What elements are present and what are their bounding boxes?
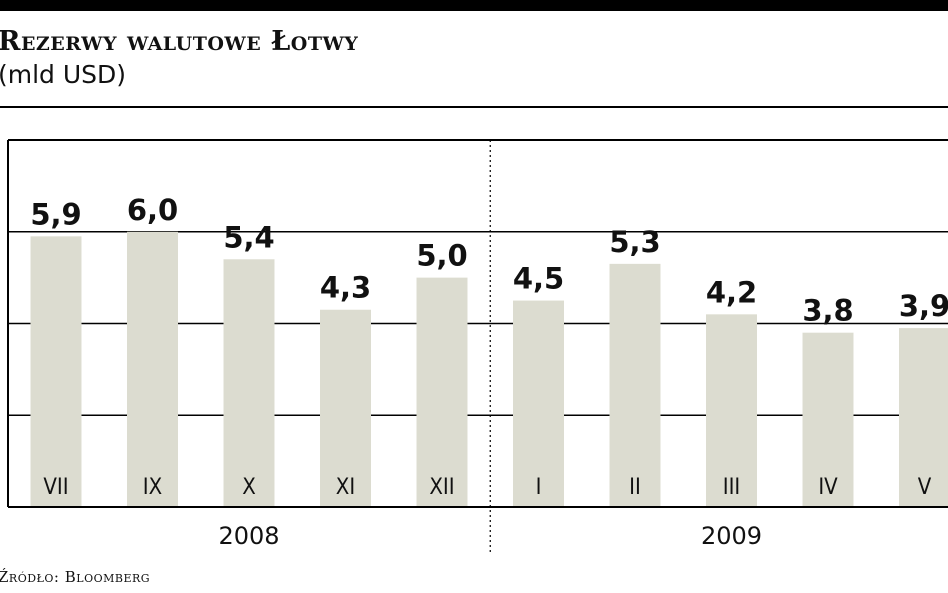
tick-label-IV: IV (818, 475, 838, 500)
bar-XII (416, 277, 468, 507)
value-label-XII: 5,0 (416, 239, 467, 273)
value-label-XI: 4,3 (320, 271, 371, 305)
bar-IV (802, 332, 854, 507)
chart-title: Rezerwy walutowe Łotwy (0, 26, 359, 57)
bar-IX (127, 231, 178, 507)
bar-V (899, 328, 948, 507)
value-label-V: 3,9 (899, 289, 948, 323)
bar-I (513, 300, 564, 507)
value-label-X: 5,4 (223, 220, 274, 254)
bar-XI (320, 309, 371, 507)
year-label-2009: 2009 (701, 522, 762, 550)
header-rule (0, 106, 948, 108)
tick-label-IX: IX (143, 475, 162, 500)
tick-label-XI: XI (336, 475, 355, 500)
value-label-IV: 3,8 (802, 294, 853, 328)
value-label-VII: 5,9 (30, 197, 81, 231)
tick-label-XII: XII (429, 475, 454, 500)
value-label-I: 4,5 (513, 262, 564, 296)
chart-subtitle: (mld USD) (0, 60, 127, 89)
tick-label-X: X (242, 475, 256, 500)
bar-II (609, 263, 661, 507)
tick-label-III: III (723, 475, 741, 500)
tick-label-II: II (629, 475, 641, 500)
value-label-II: 5,3 (609, 225, 660, 259)
tick-label-I: I (536, 475, 542, 500)
bar-III (706, 314, 757, 507)
tick-label-V: V (918, 475, 932, 500)
bar-X (223, 259, 275, 507)
value-label-IX: 6,0 (127, 193, 178, 227)
value-label-III: 4,2 (706, 275, 757, 309)
bar-VII (30, 236, 82, 507)
year-label-2008: 2008 (218, 522, 279, 550)
source-note: Źródło: Bloomberg (0, 568, 151, 586)
tick-label-VII: VII (43, 475, 68, 500)
top-black-bar (0, 0, 948, 11)
